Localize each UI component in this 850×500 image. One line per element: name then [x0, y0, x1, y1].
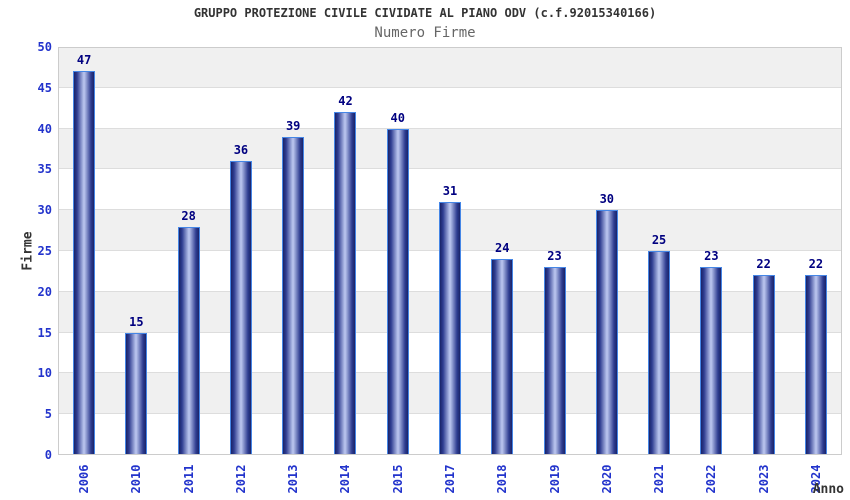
- plot-band: [58, 47, 842, 88]
- x-tick-label: 2012: [233, 464, 248, 494]
- y-tick-label: 40: [37, 121, 52, 136]
- x-tick-label: 2010: [129, 464, 144, 494]
- bar-value-label: 28: [181, 208, 196, 223]
- x-tick-label: 2011: [181, 464, 196, 494]
- bar-value-label: 24: [495, 241, 510, 256]
- gridline: [58, 168, 842, 170]
- x-tick-label: 2017: [443, 464, 457, 494]
- x-tick-label: 2023: [756, 464, 771, 494]
- bar: [439, 202, 461, 455]
- bar: [229, 161, 252, 455]
- bar: [386, 128, 409, 455]
- x-tick-label: 2006: [77, 464, 92, 494]
- bar-value-label: 22: [808, 257, 824, 272]
- bar: [491, 259, 514, 455]
- x-tick-label: 2013: [286, 464, 301, 494]
- y-tick-label: 15: [37, 325, 52, 340]
- x-tick-label: 2018: [495, 464, 510, 494]
- y-tick-label: 0: [44, 448, 52, 462]
- x-tick-label: 2020: [599, 464, 614, 494]
- bar: [73, 71, 96, 455]
- bar: [752, 275, 775, 455]
- bar-value-label: 15: [129, 314, 144, 329]
- plot-area: 47 15 28 36 39 42 40 31 24 23 30 25 23 22 22: [58, 47, 842, 455]
- bar-value-label: 36: [233, 143, 249, 158]
- bar: [648, 251, 671, 455]
- y-tick-label: 5: [44, 407, 52, 422]
- y-tick-label: 25: [37, 244, 52, 258]
- chart-title: GRUPPO PROTEZIONE CIVILE CIVIDATE AL PIA…: [193, 6, 657, 20]
- plot-band: [58, 128, 842, 170]
- bar-value-label: 30: [599, 192, 615, 207]
- bar: [282, 136, 305, 455]
- bar: [177, 226, 200, 455]
- bar: [700, 267, 723, 455]
- gridline: [58, 86, 842, 88]
- y-tick-label: 50: [37, 40, 52, 54]
- y-tick-label: 20: [37, 284, 52, 299]
- bar: [125, 332, 148, 455]
- bar-value-label: 22: [756, 257, 771, 272]
- bar-value-label: 40: [390, 110, 405, 125]
- y-tick-label: 30: [37, 203, 52, 218]
- chart-subtitle: Numero Firme: [374, 25, 476, 41]
- bar-value-label: 23: [547, 249, 562, 264]
- bar-value-label: 23: [704, 249, 719, 264]
- x-tick-label: 2021: [652, 464, 667, 494]
- x-tick-label: 2022: [704, 464, 719, 494]
- bar-value-label: 25: [651, 233, 667, 247]
- plot-band: [58, 87, 842, 129]
- x-axis-title: Anno: [812, 482, 844, 497]
- y-tick-label: 10: [37, 366, 52, 381]
- gridline: [58, 127, 842, 129]
- x-tick-label: 2015: [390, 464, 405, 494]
- bar-value-label: 39: [285, 118, 301, 133]
- bar: [804, 275, 827, 455]
- bar-value-label: 42: [338, 94, 353, 109]
- bar-value-label: 31: [442, 184, 458, 199]
- x-tick-label: 2014: [338, 464, 353, 494]
- bar-value-label: 47: [76, 53, 92, 68]
- bar: [334, 112, 357, 455]
- y-tick-label: 35: [37, 162, 52, 177]
- bar: [595, 210, 618, 455]
- x-tick-label: 2019: [547, 464, 562, 494]
- bar: [543, 267, 566, 455]
- y-tick-label: 45: [37, 80, 52, 95]
